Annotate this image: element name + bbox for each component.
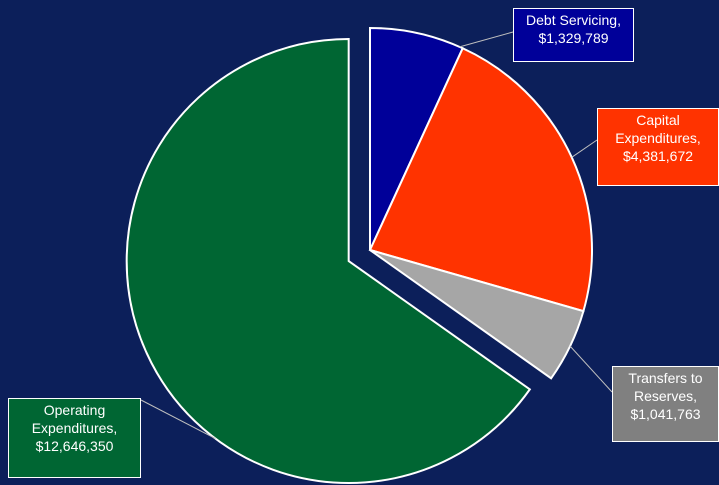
data-label: Debt Servicing, $1,329,789 — [513, 8, 634, 62]
leader-line — [140, 399, 216, 440]
data-label: Operating Expenditures, $12,646,350 — [8, 398, 141, 478]
label-name: Transfers to Reserves, — [628, 370, 703, 404]
label-value: $4,381,672 — [622, 148, 694, 164]
label-name: Debt Servicing, — [526, 12, 621, 28]
label-value: $1,041,763 — [630, 406, 701, 422]
leader-line — [459, 31, 514, 48]
data-label: Capital Expenditures, $4,381,672 — [597, 108, 719, 186]
leader-line — [569, 345, 613, 393]
pie-slice — [369, 249, 585, 380]
leader-line — [571, 139, 598, 158]
label-name: Capital Expenditures, — [615, 112, 701, 146]
label-value: $1,329,789 — [538, 30, 609, 46]
data-label: Transfers to Reserves, $1,041,763 — [612, 366, 719, 442]
label-value: $12,646,350 — [35, 438, 114, 454]
label-name: Operating Expenditures, — [31, 402, 118, 436]
pie-slice — [125, 38, 532, 485]
